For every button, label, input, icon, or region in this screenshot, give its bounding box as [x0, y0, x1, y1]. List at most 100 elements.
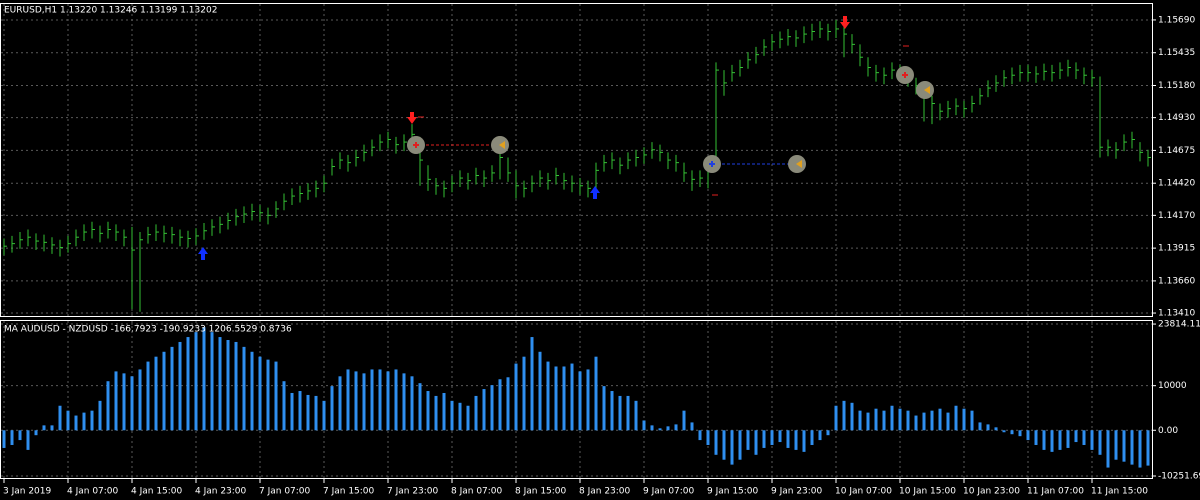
histogram-bar — [506, 377, 510, 431]
histogram-bar — [938, 408, 942, 431]
x-tick-label: 7 Jan 15:00 — [323, 487, 375, 497]
histogram-bar — [954, 405, 958, 431]
histogram-bar — [114, 371, 118, 431]
price-panel-title: EURUSD,H1 1.13220 1.13246 1.13199 1.1320… — [4, 6, 217, 16]
stop-mark — [418, 45, 909, 196]
y-tick-label: 1.14675 — [1158, 146, 1195, 156]
histogram-bar — [34, 430, 38, 436]
y-tick-label: 10000 — [1158, 381, 1187, 391]
histogram-bar — [266, 359, 270, 431]
y-tick-label: 1.15435 — [1158, 48, 1195, 58]
histogram-bar — [898, 408, 902, 431]
histogram-bar — [226, 340, 230, 431]
histogram-bar — [1130, 430, 1134, 465]
histogram-bar — [426, 391, 430, 431]
histogram-bar — [786, 430, 790, 448]
histogram-bar — [370, 369, 374, 431]
histogram-bar — [658, 428, 662, 431]
histogram-bar — [1066, 430, 1070, 448]
histogram-bar — [290, 392, 294, 431]
histogram-bar — [874, 408, 878, 431]
histogram-bar — [58, 405, 62, 431]
histogram-bar — [442, 392, 446, 431]
x-tick-label: 4 Jan 23:00 — [195, 487, 247, 497]
histogram-bar — [826, 430, 830, 436]
histogram-bar — [466, 405, 470, 431]
histogram-bar — [18, 430, 22, 441]
histogram-bar — [498, 379, 502, 431]
histogram-bar — [962, 408, 966, 431]
histogram-bar — [186, 337, 190, 431]
histogram-bar — [170, 346, 174, 431]
x-tick-label: 4 Jan 07:00 — [67, 487, 119, 497]
histogram-bar — [1114, 430, 1118, 460]
histogram-bar — [578, 371, 582, 431]
price-panel-frame — [0, 3, 1153, 317]
y-tick-label: 0.00 — [1158, 426, 1178, 436]
histogram-bar — [858, 410, 862, 431]
sell-arrow — [407, 16, 850, 124]
histogram-bar — [330, 386, 334, 431]
histogram-bar — [82, 412, 86, 431]
histogram-bar — [642, 420, 646, 431]
histogram-bar — [10, 430, 14, 445]
y-tick-label: 1.15180 — [1158, 81, 1195, 91]
histogram-bar — [818, 430, 822, 441]
histogram-bar — [1026, 430, 1030, 441]
histogram-bar — [986, 424, 990, 431]
histogram-bar — [618, 395, 622, 431]
histogram-bar — [770, 430, 774, 445]
y-tick-label: 1.13915 — [1158, 244, 1195, 254]
histogram-bar — [1058, 430, 1062, 450]
histogram-bar — [434, 395, 438, 431]
histogram-bar — [802, 430, 806, 452]
histogram-bar — [866, 412, 870, 431]
indicator-panel-title: MA AUDUSD - NZDUSD -166.7923 -190.9233 1… — [4, 325, 292, 335]
histogram-bar — [634, 400, 638, 431]
histogram-bar — [690, 422, 694, 431]
histogram-bar — [1018, 430, 1022, 437]
histogram-bar — [754, 430, 758, 455]
histogram-bar — [594, 356, 598, 431]
y-tick-label: 1.15690 — [1158, 15, 1195, 25]
histogram-bar — [2, 430, 6, 448]
histogram-bar — [650, 425, 654, 431]
histogram-bar — [626, 395, 630, 431]
histogram-bar — [586, 369, 590, 431]
histogram-bar — [298, 391, 302, 431]
histogram-bar — [882, 410, 886, 431]
histogram-bar — [1002, 430, 1006, 433]
histogram-bar — [1042, 430, 1046, 450]
histogram-bar — [794, 430, 798, 450]
x-tick-label: 10 Jan 23:00 — [963, 487, 1020, 497]
histogram-bar — [106, 381, 110, 431]
histogram-bar — [538, 351, 542, 431]
histogram-bar — [234, 341, 238, 431]
histogram-bar — [210, 332, 214, 431]
histogram-bar — [90, 410, 94, 431]
histogram-bar — [474, 395, 478, 431]
y-tick-label: 1.14170 — [1158, 211, 1195, 221]
y-tick-label: 1.14420 — [1158, 179, 1195, 189]
histogram-bar — [490, 385, 494, 431]
indicator-panel-frame — [0, 320, 1153, 479]
histogram-bar — [1010, 430, 1014, 435]
histogram-bar — [482, 389, 486, 431]
y-tick-label: 1.13410 — [1158, 309, 1195, 319]
histogram-bar — [1106, 430, 1110, 468]
histogram-bar — [714, 430, 718, 455]
x-tick-label: 11 Jan 07:00 — [1027, 487, 1084, 497]
histogram-bar — [178, 341, 182, 431]
histogram-bar — [66, 410, 70, 431]
x-tick-label: 3 Jan 2019 — [3, 487, 51, 497]
histogram-bar — [122, 373, 126, 431]
histogram-bar — [970, 410, 974, 431]
histogram-bar — [850, 402, 854, 431]
histogram-bar — [74, 415, 78, 431]
histogram-bar — [602, 386, 606, 431]
histogram-bar — [1034, 430, 1038, 445]
histogram-bar — [570, 363, 574, 431]
histogram-bar — [514, 363, 518, 431]
histogram-bar — [154, 356, 158, 431]
